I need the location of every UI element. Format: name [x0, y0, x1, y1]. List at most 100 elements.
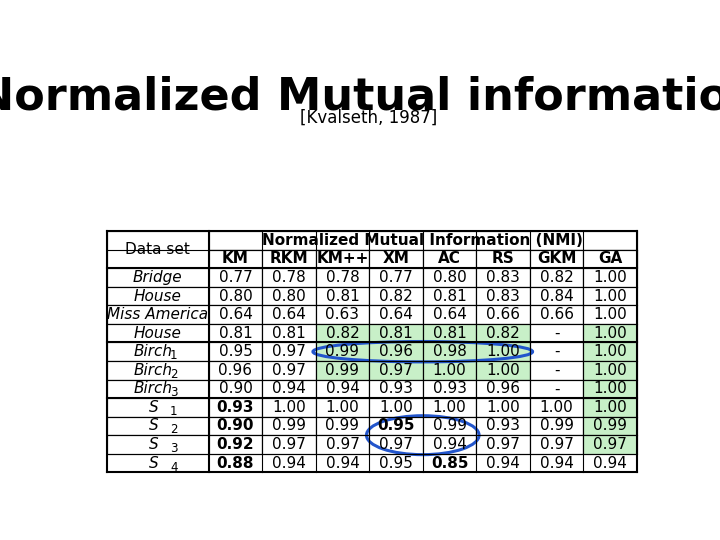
- Text: 3: 3: [170, 387, 178, 400]
- Bar: [209, 435, 262, 454]
- Bar: [369, 249, 423, 268]
- Text: 0.81: 0.81: [433, 288, 467, 303]
- Text: RKM: RKM: [270, 252, 308, 266]
- Text: 0.84: 0.84: [540, 288, 573, 303]
- Text: 1.00: 1.00: [325, 400, 359, 415]
- Text: 0.99: 0.99: [433, 418, 467, 434]
- Bar: [209, 398, 262, 417]
- Text: 1.00: 1.00: [593, 381, 627, 396]
- Bar: [369, 305, 423, 324]
- Text: 0.99: 0.99: [539, 418, 574, 434]
- Text: S: S: [148, 456, 158, 470]
- Bar: [423, 249, 477, 268]
- Text: RS: RS: [492, 252, 514, 266]
- Text: 0.80: 0.80: [219, 288, 252, 303]
- Bar: [107, 324, 209, 342]
- Bar: [477, 398, 530, 417]
- Text: 0.98: 0.98: [433, 344, 467, 359]
- Text: 0.88: 0.88: [217, 456, 254, 470]
- Bar: [316, 249, 369, 268]
- Bar: [530, 342, 583, 361]
- Bar: [316, 380, 369, 398]
- Text: 0.85: 0.85: [431, 456, 468, 470]
- Bar: [316, 268, 369, 287]
- Text: 0.77: 0.77: [219, 270, 252, 285]
- Text: 0.78: 0.78: [272, 270, 306, 285]
- Bar: [369, 268, 423, 287]
- Bar: [107, 268, 209, 287]
- Text: 0.97: 0.97: [593, 437, 627, 452]
- Bar: [209, 287, 262, 305]
- Bar: [107, 342, 209, 361]
- Bar: [209, 268, 262, 287]
- Text: 2: 2: [170, 368, 178, 381]
- Text: 4: 4: [170, 461, 177, 474]
- Bar: [423, 268, 477, 287]
- Text: 0.81: 0.81: [325, 288, 359, 303]
- Bar: [477, 380, 530, 398]
- Bar: [477, 305, 530, 324]
- Text: 0.94: 0.94: [325, 456, 359, 470]
- Bar: [316, 417, 369, 435]
- Bar: [316, 435, 369, 454]
- Text: 1.00: 1.00: [593, 344, 627, 359]
- Bar: [583, 249, 637, 268]
- Bar: [477, 249, 530, 268]
- Text: 1.00: 1.00: [486, 344, 520, 359]
- Text: Data set: Data set: [125, 242, 190, 257]
- Text: House: House: [134, 326, 181, 341]
- Bar: [583, 249, 637, 268]
- Bar: [477, 249, 530, 268]
- Bar: [262, 287, 316, 305]
- Bar: [530, 287, 583, 305]
- Text: 0.64: 0.64: [379, 307, 413, 322]
- Bar: [423, 398, 477, 417]
- Bar: [209, 305, 262, 324]
- Text: 0.93: 0.93: [379, 381, 413, 396]
- Text: 0.95: 0.95: [377, 418, 415, 434]
- Bar: [530, 249, 583, 268]
- Text: Bridge: Bridge: [133, 270, 183, 285]
- Text: 0.99: 0.99: [325, 363, 359, 378]
- Bar: [316, 287, 369, 305]
- Text: 1.00: 1.00: [593, 363, 627, 378]
- Text: 0.95: 0.95: [218, 344, 253, 359]
- Bar: [369, 249, 423, 268]
- Text: 3: 3: [170, 442, 178, 455]
- Text: 1: 1: [170, 349, 178, 362]
- Bar: [107, 417, 209, 435]
- Text: 0.97: 0.97: [539, 437, 574, 452]
- Text: Normalized Mutual information: Normalized Mutual information: [0, 75, 720, 118]
- Text: 0.83: 0.83: [486, 270, 520, 285]
- Bar: [423, 249, 477, 268]
- Text: Birch: Birch: [134, 363, 173, 378]
- Text: 1.00: 1.00: [593, 270, 627, 285]
- Bar: [477, 361, 530, 380]
- Text: -: -: [554, 344, 559, 359]
- Bar: [423, 305, 477, 324]
- Text: 0.97: 0.97: [325, 437, 359, 452]
- Bar: [316, 342, 369, 361]
- Text: 0.81: 0.81: [379, 326, 413, 341]
- Text: 0.94: 0.94: [325, 381, 359, 396]
- Bar: [530, 435, 583, 454]
- Bar: [423, 417, 477, 435]
- Bar: [583, 398, 637, 417]
- Text: 0.81: 0.81: [219, 326, 252, 341]
- Bar: [107, 398, 209, 417]
- Bar: [262, 417, 316, 435]
- Bar: [583, 361, 637, 380]
- Bar: [583, 268, 637, 287]
- Text: 0.82: 0.82: [379, 288, 413, 303]
- Text: 1: 1: [170, 405, 178, 418]
- Bar: [262, 361, 316, 380]
- Text: 0.94: 0.94: [593, 456, 627, 470]
- Bar: [477, 324, 530, 342]
- Text: 0.99: 0.99: [325, 344, 359, 359]
- Bar: [262, 305, 316, 324]
- Bar: [423, 342, 477, 361]
- Bar: [262, 268, 316, 287]
- Bar: [209, 231, 636, 249]
- Bar: [209, 361, 262, 380]
- Bar: [530, 305, 583, 324]
